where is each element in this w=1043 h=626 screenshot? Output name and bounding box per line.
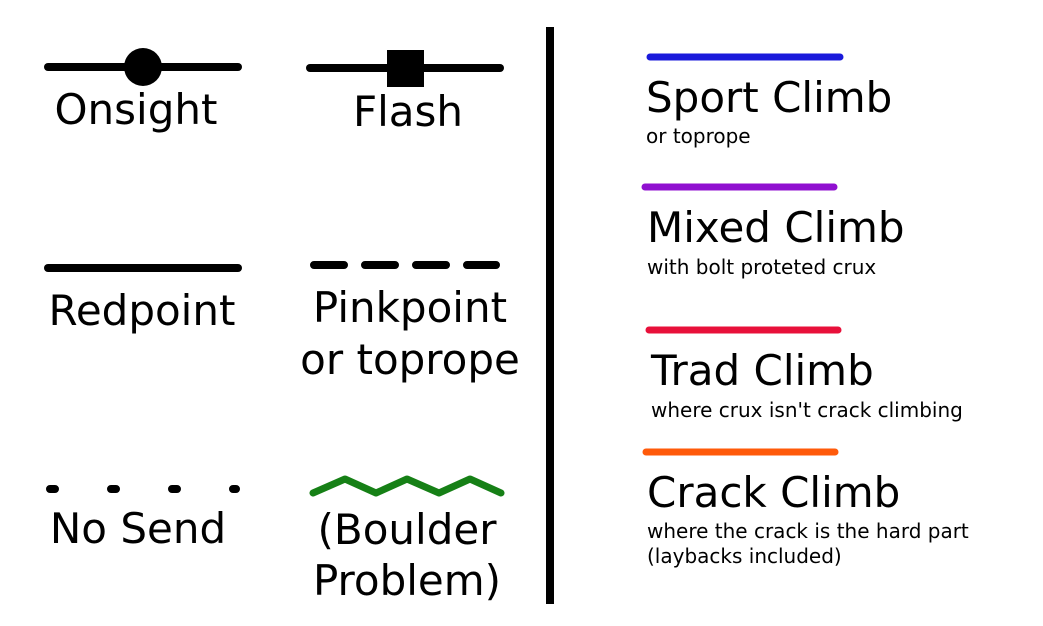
no-send-label: No Send <box>49 504 227 553</box>
mixed-climb-note: with bolt proteted crux <box>647 255 877 279</box>
sport-climb-note: or toprope <box>646 124 751 148</box>
boulder-label-line1: (Boulder <box>317 505 497 554</box>
flash-symbol <box>306 50 504 87</box>
onsight-symbol <box>44 48 242 86</box>
mixed-climb-title: Mixed Climb <box>647 203 905 252</box>
crack-climb-note-2: (laybacks included) <box>647 544 842 568</box>
sport-climb-title: Sport Climb <box>646 73 893 122</box>
flash-label: Flash <box>352 87 464 136</box>
boulder-label-line2: Problem) <box>312 556 502 605</box>
trad-climb-title: Trad Climb <box>651 346 874 395</box>
pinkpoint-label-line1: Pinkpoint <box>312 283 508 332</box>
boulder-symbol <box>309 475 505 497</box>
onsight-label: Onsight <box>54 85 218 134</box>
redpoint-label: Redpoint <box>48 286 236 335</box>
pinkpoint-label-line2: or toprope <box>300 335 520 384</box>
crack-climb-note: where the crack is the hard part <box>647 519 969 543</box>
trad-climb-note: where crux isn't crack climbing <box>651 398 963 422</box>
crack-climb-title: Crack Climb <box>647 468 901 517</box>
